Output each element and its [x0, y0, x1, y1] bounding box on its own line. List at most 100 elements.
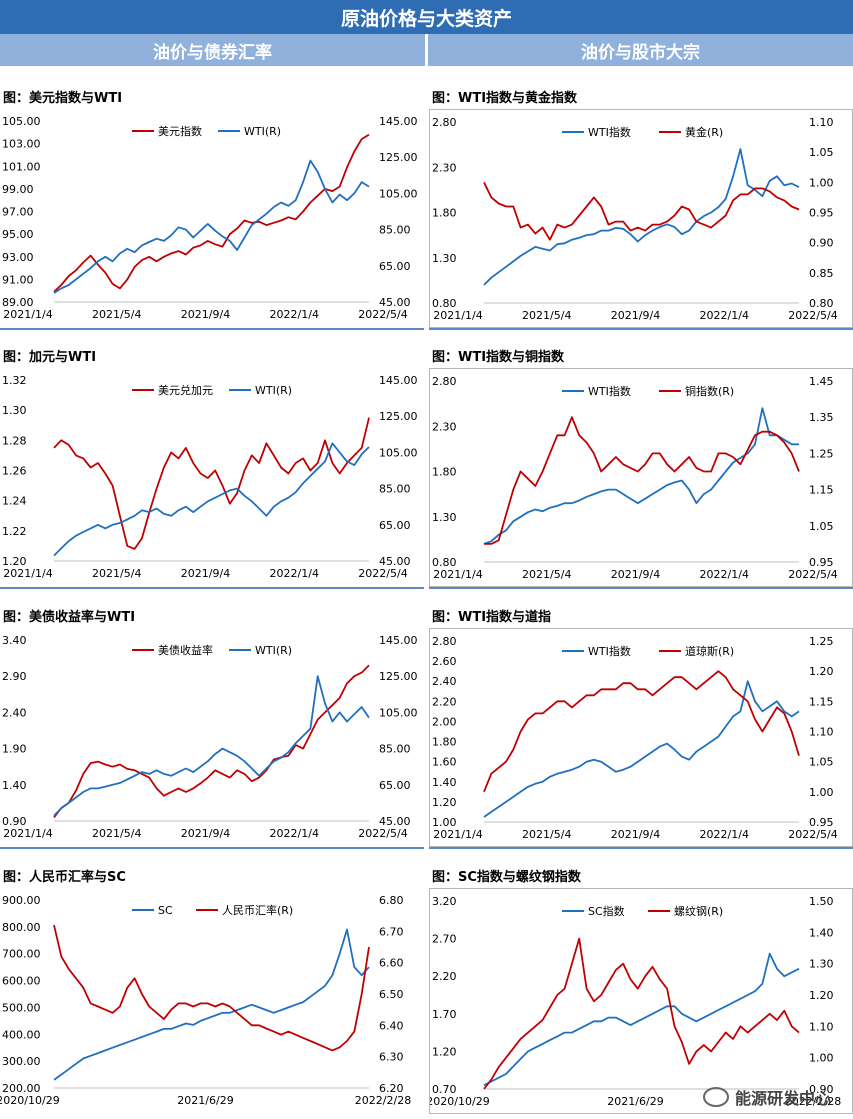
right-axis-tick: 6.50 — [379, 988, 404, 1001]
right-axis-tick: 45.00 — [379, 815, 411, 828]
right-axis-tick: 1.00 — [809, 1052, 834, 1065]
right-axis-tick: 1.05 — [809, 146, 834, 159]
left-axis-tick: 400.00 — [2, 1028, 41, 1041]
right-axis-tick: 1.20 — [809, 989, 834, 1002]
left-axis-tick: 1.28 — [2, 434, 27, 447]
x-axis-tick: 2021/5/4 — [92, 308, 141, 321]
right-axis-tick: 1.20 — [809, 665, 834, 678]
right-axis-tick: 45.00 — [379, 296, 411, 309]
left-axis-tick: 1.70 — [432, 1008, 457, 1021]
left-axis-tick: 2.20 — [432, 970, 457, 983]
series-line — [53, 159, 370, 294]
x-axis-tick: 2022/5/4 — [358, 827, 407, 840]
left-axis-tick: 1.80 — [432, 736, 457, 749]
panel-title: 图：美元指数与WTI — [3, 91, 123, 106]
legend-label: WTI(R) — [255, 644, 292, 657]
panel-wti-gold: 图：WTI指数与黄金指数 2.80 2.30 1.80 1.30 0.80 1.10 1.0… — [429, 73, 853, 330]
panel-title: 图：WTI指数与黄金指数 — [432, 91, 578, 106]
legend-label: 铜指数(R) — [685, 384, 734, 398]
right-axis-tick: 125.00 — [379, 410, 418, 423]
x-axis-tick: 2021/9/4 — [611, 828, 660, 841]
x-axis-tick: 2021/9/4 — [181, 308, 230, 321]
chart-wti-gold: 2.80 2.30 1.80 1.30 0.80 1.10 1.05 1.00 0.95 0.90… — [432, 116, 838, 322]
x-axis-tick: 2021/9/4 — [181, 567, 230, 580]
right-axis-tick: 1.40 — [809, 926, 834, 939]
series-line — [53, 924, 370, 1052]
legend-label: 螺纹钢(R) — [674, 904, 723, 918]
left-axis-tick: 0.70 — [432, 1083, 457, 1096]
left-axis-tick: 2.70 — [432, 933, 457, 946]
chart-ust-wti: 3.40 2.90 2.40 1.90 1.40 0.90 145.00 125.00 105.… — [2, 634, 418, 840]
right-axis-tick: 6.30 — [379, 1051, 404, 1064]
column-header-left: 油价与债券汇率 — [0, 34, 425, 66]
left-axis-tick: 1.24 — [2, 495, 27, 508]
series-line — [483, 937, 800, 1090]
left-axis-tick: 1.26 — [2, 465, 27, 478]
left-axis-tick: 200.00 — [2, 1082, 41, 1095]
x-axis-tick: 2022/5/4 — [358, 567, 407, 580]
left-axis-tick: 0.80 — [432, 556, 457, 569]
series-line — [53, 675, 370, 817]
right-axis-tick: 1.45 — [809, 375, 834, 388]
left-axis-tick: 2.30 — [432, 420, 457, 433]
left-axis-tick: 600.00 — [2, 975, 41, 988]
wechat-icon — [702, 1087, 729, 1107]
left-axis-tick: 105.00 — [2, 115, 41, 128]
panel-cny-sc: 图：人民币汇率与SC 900.00 800.00 700.00 600.00 500.0… — [0, 852, 424, 1115]
left-axis-tick: 2.80 — [432, 635, 457, 648]
right-axis-tick: 145.00 — [379, 634, 418, 647]
series-line — [483, 148, 800, 286]
left-axis-tick: 1.22 — [2, 525, 27, 538]
right-axis-tick: 145.00 — [379, 374, 418, 387]
series-line — [484, 416, 800, 545]
x-axis-tick: 2022/1/4 — [700, 568, 749, 581]
panel-usd-wti: 图：美元指数与WTI 105.00 103.00 101.00 99.00 97.00 9… — [0, 73, 424, 330]
right-axis-tick: 0.80 — [809, 297, 834, 310]
legend-label: SC — [158, 904, 173, 917]
x-axis-tick: 2022/1/4 — [700, 309, 749, 322]
left-axis-tick: 1.00 — [432, 816, 457, 829]
x-axis-tick: 2021/9/4 — [611, 568, 660, 581]
right-axis-tick: 0.90 — [809, 1083, 834, 1096]
left-axis-tick: 99.00 — [2, 183, 34, 196]
left-axis-tick: 2.90 — [2, 670, 27, 683]
right-axis-tick: 0.95 — [809, 556, 834, 569]
left-axis-tick: 1.32 — [2, 374, 27, 387]
left-axis-tick: 1.30 — [432, 511, 457, 524]
left-axis-tick: 1.20 — [432, 796, 457, 809]
left-axis-tick: 1.60 — [432, 756, 457, 769]
legend-label: SC指数 — [588, 904, 625, 918]
x-axis-tick: 2022/1/4 — [700, 828, 749, 841]
left-axis-tick: 0.90 — [2, 815, 27, 828]
panel-title: 图：WTI指数与铜指数 — [432, 350, 565, 365]
x-axis-tick: 2022/5/4 — [788, 309, 837, 322]
right-axis-tick: 0.90 — [809, 237, 834, 250]
x-axis-tick: 2022/5/4 — [358, 308, 407, 321]
left-axis-tick: 95.00 — [2, 228, 34, 241]
left-axis-tick: 1.30 — [2, 404, 27, 417]
column-header-right: 油价与股市大宗 — [428, 34, 853, 66]
x-axis-tick: 2021/6/29 — [607, 1095, 663, 1108]
x-axis-tick: 2021/5/4 — [522, 309, 571, 322]
watermark: 能源研发中心 — [702, 1085, 831, 1109]
legend-label: 美债收益率 — [158, 643, 213, 657]
right-axis-tick: 6.80 — [379, 894, 404, 907]
x-axis-tick: 2021/5/4 — [92, 567, 141, 580]
x-axis-tick: 2022/2/28 — [785, 1095, 841, 1108]
x-axis-tick: 2022/2/28 — [355, 1094, 411, 1107]
legend-label: WTI指数 — [588, 384, 631, 398]
left-axis-tick: 93.00 — [2, 251, 34, 264]
left-axis-tick: 103.00 — [2, 138, 41, 151]
right-axis-tick: 1.10 — [809, 726, 834, 739]
series-line — [53, 664, 370, 818]
x-axis-tick: 2022/1/4 — [270, 308, 319, 321]
right-axis-tick: 1.05 — [809, 756, 834, 769]
x-axis-tick: 2020/10/29 — [430, 1095, 490, 1108]
chart-cny-sc: 900.00 800.00 700.00 600.00 500.00 400.00 300.… — [0, 894, 411, 1107]
right-axis-tick: 1.50 — [809, 895, 834, 908]
right-axis-tick: 65.00 — [379, 260, 411, 273]
x-axis-tick: 2022/1/4 — [270, 827, 319, 840]
x-axis-tick: 2021/1/4 — [3, 827, 52, 840]
panel-title: 图：WTI指数与道指 — [432, 610, 552, 625]
chart-wti-copper: 2.80 2.30 1.80 1.30 0.80 1.45 1.35 1.25 1.15 1.05… — [432, 375, 838, 581]
